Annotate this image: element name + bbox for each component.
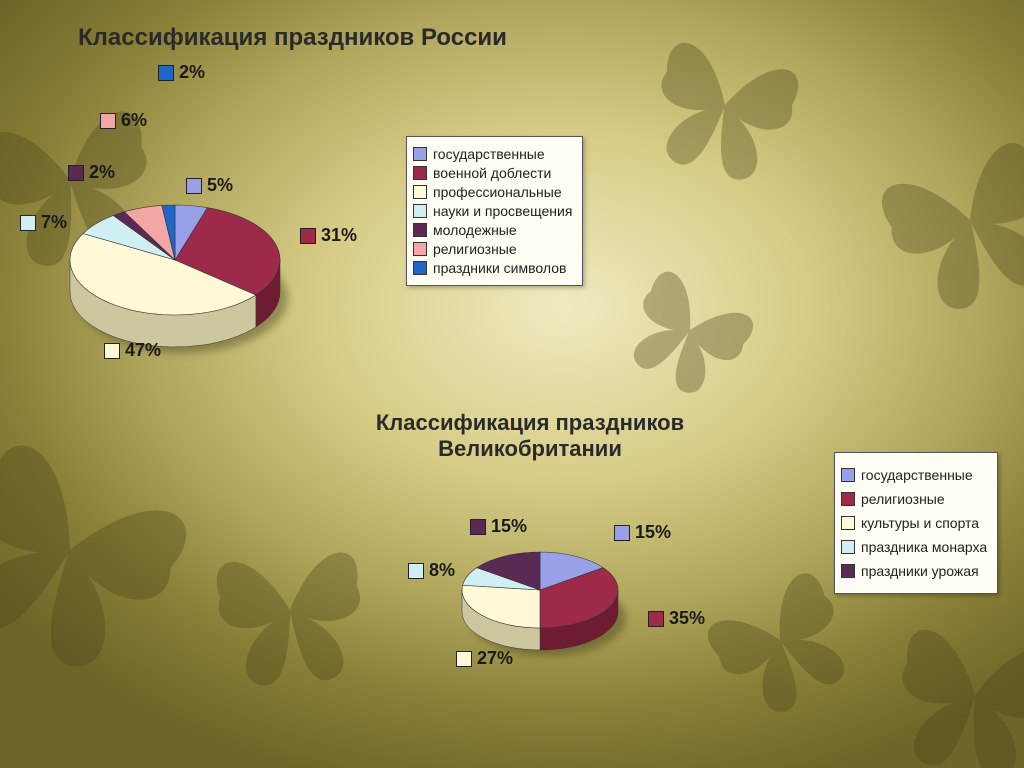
chart1-title: Классификация праздников России (78, 24, 507, 52)
legend-swatch (413, 147, 427, 161)
pie-data-label: 2% (158, 62, 205, 83)
legend-swatch (841, 516, 855, 530)
pie-data-label: 6% (100, 110, 147, 131)
legend-label: профессиональные (433, 184, 562, 200)
legend-label: государственные (861, 467, 973, 483)
legend-item: молодежные (413, 222, 572, 238)
pie-data-label: 15% (470, 516, 527, 537)
legend-swatch (413, 242, 427, 256)
pie-data-label: 7% (20, 212, 67, 233)
legend-label: праздники урожая (861, 563, 979, 579)
pie-data-label: 27% (456, 648, 513, 669)
legend-label: военной доблести (433, 165, 551, 181)
chart1-legend: государственные военной доблести профессио… (406, 136, 583, 286)
pie-data-label: 5% (186, 175, 233, 196)
legend-swatch (841, 492, 855, 506)
butterfly-icon (0, 377, 243, 723)
butterfly-icon (594, 234, 785, 425)
butterfly-icon (621, 1, 829, 209)
legend-swatch (413, 166, 427, 180)
chart2-title: Классификация праздников Великобритании (350, 410, 710, 463)
legend-label: праздника монарха (861, 539, 987, 555)
butterfly-icon (192, 512, 387, 707)
legend-item: государственные (413, 146, 572, 162)
butterfly-icon (842, 92, 1024, 348)
legend-swatch (413, 185, 427, 199)
legend-swatch (413, 223, 427, 237)
pie-data-label: 8% (408, 560, 455, 581)
pie-data-label: 15% (614, 522, 671, 543)
pie-data-label: 47% (104, 340, 161, 361)
legend-label: религиозные (433, 241, 517, 257)
legend-swatch (841, 564, 855, 578)
legend-label: науки и просвещения (433, 203, 572, 219)
butterfly-icon (865, 585, 1024, 768)
legend-item: праздники символов (413, 260, 572, 276)
pie-data-label: 35% (648, 608, 705, 629)
legend-swatch (841, 540, 855, 554)
legend-item: праздники урожая (841, 563, 987, 579)
chart2-legend: государственные религиозные культуры и спо… (834, 452, 998, 594)
legend-swatch (413, 261, 427, 275)
legend-swatch (841, 468, 855, 482)
slide-background: Классификация праздников России 5% 31% 47%… (0, 0, 1024, 768)
legend-label: государственные (433, 146, 545, 162)
legend-item: государственные (841, 467, 987, 483)
legend-item: военной доблести (413, 165, 572, 181)
legend-item: науки и просвещения (413, 203, 572, 219)
legend-label: культуры и спорта (861, 515, 979, 531)
legend-item: религиозные (413, 241, 572, 257)
legend-label: праздники символов (433, 260, 566, 276)
pie-data-label: 2% (68, 162, 115, 183)
legend-item: профессиональные (413, 184, 572, 200)
legend-label: молодежные (433, 222, 517, 238)
pie-data-label: 31% (300, 225, 357, 246)
legend-item: культуры и спорта (841, 515, 987, 531)
legend-label: религиозные (861, 491, 945, 507)
legend-item: религиозные (841, 491, 987, 507)
legend-swatch (413, 204, 427, 218)
legend-item: праздника монарха (841, 539, 987, 555)
